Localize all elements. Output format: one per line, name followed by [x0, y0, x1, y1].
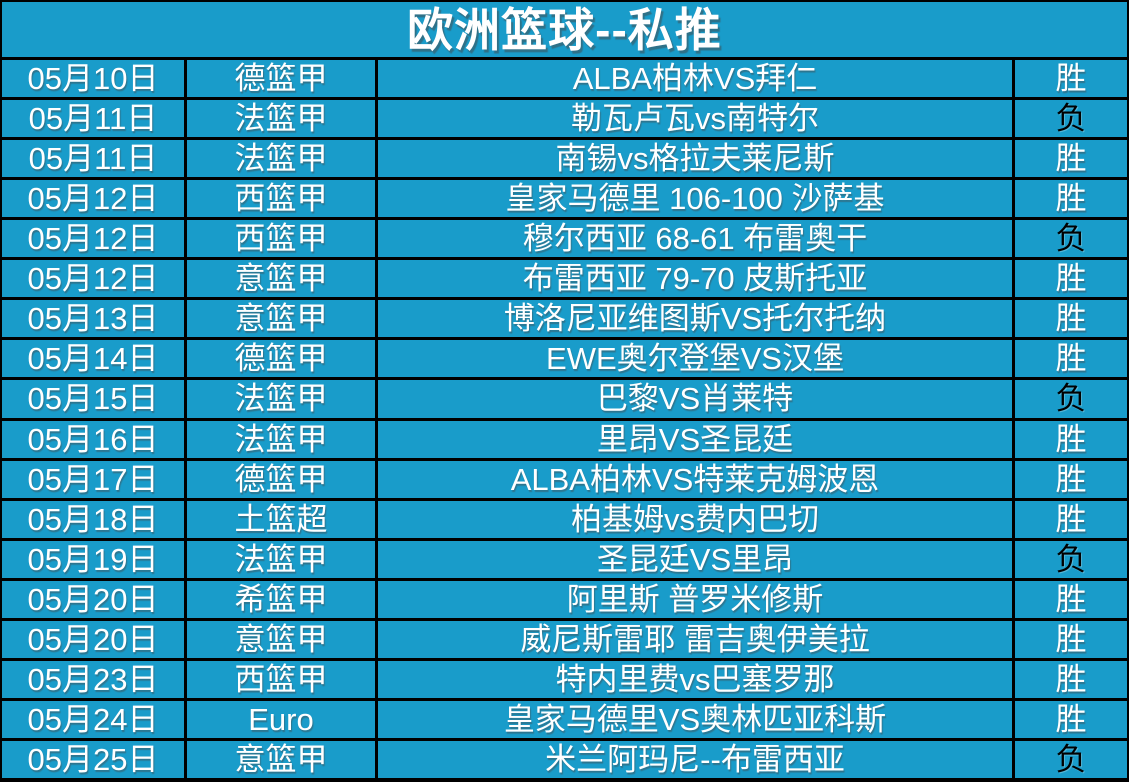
cell-league: 法篮甲 [187, 100, 375, 138]
cell-result: 负 [1015, 380, 1127, 418]
cell-date: 05月20日 [2, 580, 184, 618]
results-table: 05月10日 德篮甲 ALBA柏林VS拜仁 胜 05月11日 法篮甲 勒瓦卢瓦v… [2, 60, 1127, 778]
cell-match: 皇家马德里VS奥林匹亚科斯 [378, 700, 1012, 738]
cell-result: 胜 [1015, 620, 1127, 658]
cell-match: 里昂VS圣昆廷 [378, 420, 1012, 458]
cell-date: 05月18日 [2, 500, 184, 538]
cell-league: 德篮甲 [187, 340, 375, 378]
cell-league: 法篮甲 [187, 380, 375, 418]
cell-league: 西篮甲 [187, 660, 375, 698]
cell-league: 西篮甲 [187, 220, 375, 258]
cell-date: 05月11日 [2, 140, 184, 178]
cell-match: EWE奥尔登堡VS汉堡 [378, 340, 1012, 378]
cell-match: 阿里斯 普罗米修斯 [378, 580, 1012, 618]
cell-league: 法篮甲 [187, 420, 375, 458]
cell-result: 胜 [1015, 500, 1127, 538]
cell-date: 05月23日 [2, 660, 184, 698]
cell-match: 皇家马德里 106-100 沙萨基 [378, 180, 1012, 218]
cell-date: 05月12日 [2, 220, 184, 258]
page-title: 欧洲篮球--私推 [2, 2, 1127, 57]
cell-date: 05月19日 [2, 540, 184, 578]
cell-league: 意篮甲 [187, 260, 375, 298]
cell-result: 负 [1015, 220, 1127, 258]
cell-result: 胜 [1015, 60, 1127, 98]
cell-match: 米兰阿玛尼--布雷西亚 [378, 740, 1012, 778]
cell-match: ALBA柏林VS特莱克姆波恩 [378, 460, 1012, 498]
cell-result: 胜 [1015, 260, 1127, 298]
cell-league: 德篮甲 [187, 460, 375, 498]
cell-date: 05月25日 [2, 740, 184, 778]
cell-league: 意篮甲 [187, 620, 375, 658]
cell-match: 南锡vs格拉夫莱尼斯 [378, 140, 1012, 178]
cell-date: 05月11日 [2, 100, 184, 138]
cell-league: 德篮甲 [187, 60, 375, 98]
cell-league: 意篮甲 [187, 740, 375, 778]
cell-result: 胜 [1015, 340, 1127, 378]
cell-date: 05月17日 [2, 460, 184, 498]
cell-date: 05月24日 [2, 700, 184, 738]
cell-match: 穆尔西亚 68-61 布雷奥干 [378, 220, 1012, 258]
cell-league: 土篮超 [187, 500, 375, 538]
cell-league: 法篮甲 [187, 540, 375, 578]
cell-date: 05月14日 [2, 340, 184, 378]
cell-result: 胜 [1015, 300, 1127, 338]
cell-match: 巴黎VS肖莱特 [378, 380, 1012, 418]
cell-date: 05月20日 [2, 620, 184, 658]
cell-date: 05月16日 [2, 420, 184, 458]
cell-date: 05月10日 [2, 60, 184, 98]
cell-league: 希篮甲 [187, 580, 375, 618]
cell-match: 布雷西亚 79-70 皮斯托亚 [378, 260, 1012, 298]
cell-result: 胜 [1015, 140, 1127, 178]
cell-match: 博洛尼亚维图斯VS托尔托纳 [378, 300, 1012, 338]
cell-date: 05月13日 [2, 300, 184, 338]
cell-league: 西篮甲 [187, 180, 375, 218]
cell-match: 勒瓦卢瓦vs南特尔 [378, 100, 1012, 138]
cell-match: 柏基姆vs费内巴切 [378, 500, 1012, 538]
cell-league: Euro [187, 700, 375, 738]
cell-match: 特内里费vs巴塞罗那 [378, 660, 1012, 698]
cell-league: 法篮甲 [187, 140, 375, 178]
cell-result: 胜 [1015, 460, 1127, 498]
cell-result: 负 [1015, 740, 1127, 778]
cell-result: 负 [1015, 100, 1127, 138]
cell-match: 圣昆廷VS里昂 [378, 540, 1012, 578]
cell-date: 05月15日 [2, 380, 184, 418]
cell-result: 胜 [1015, 660, 1127, 698]
cell-result: 胜 [1015, 700, 1127, 738]
cell-date: 05月12日 [2, 180, 184, 218]
cell-match: ALBA柏林VS拜仁 [378, 60, 1012, 98]
cell-result: 胜 [1015, 580, 1127, 618]
cell-league: 意篮甲 [187, 300, 375, 338]
cell-result: 胜 [1015, 180, 1127, 218]
cell-result: 胜 [1015, 420, 1127, 458]
cell-result: 负 [1015, 540, 1127, 578]
cell-date: 05月12日 [2, 260, 184, 298]
cell-match: 威尼斯雷耶 雷吉奥伊美拉 [378, 620, 1012, 658]
